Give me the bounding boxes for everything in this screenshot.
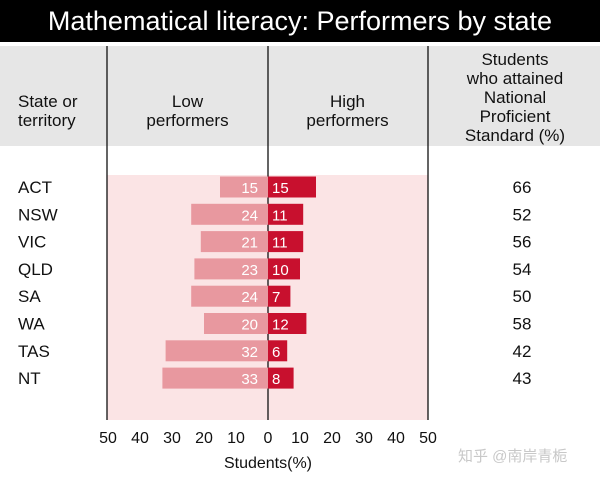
- state-label: TAS: [18, 342, 50, 361]
- header-low-performers: Low performers: [107, 92, 268, 130]
- header-standard-line: Proficient: [479, 107, 551, 126]
- high-performer-bar: [268, 367, 294, 389]
- state-label: ACT: [18, 178, 52, 197]
- high-value-label: 11: [272, 207, 288, 224]
- header-state-line: territory: [18, 111, 76, 130]
- high-value-label: 10: [272, 262, 289, 279]
- low-value-label: 33: [241, 371, 258, 388]
- x-tick-label: 0: [264, 430, 273, 447]
- header-state: State or territory: [18, 92, 78, 130]
- state-label: WA: [18, 315, 45, 334]
- state-label: QLD: [18, 260, 53, 279]
- header-standard-line: who attained: [466, 69, 564, 88]
- standard-value: 56: [513, 233, 532, 252]
- high-performer-bar: [268, 285, 291, 307]
- low-performer-bar: [162, 367, 268, 389]
- low-performer-bar: [191, 285, 268, 307]
- header-standard-line: National: [483, 88, 547, 107]
- standard-value: 58: [513, 315, 532, 334]
- header-high-performers: High performers: [268, 92, 427, 130]
- high-performer-bar: [268, 258, 300, 280]
- x-tick-label: 30: [355, 430, 373, 447]
- low-value-label: 32: [241, 344, 258, 361]
- state-label: NSW: [18, 205, 58, 224]
- state-label: NT: [18, 369, 41, 388]
- x-tick-label: 40: [131, 430, 149, 447]
- header-high-line: High: [330, 92, 365, 111]
- standard-value: 42: [513, 342, 532, 361]
- x-tick-label: 10: [291, 430, 309, 447]
- low-value-label: 15: [241, 180, 258, 197]
- x-axis-label: Students(%): [224, 455, 312, 472]
- low-performer-bar: [165, 340, 268, 362]
- high-value-label: 8: [272, 371, 280, 388]
- high-performer-bar: [268, 340, 288, 362]
- low-performer-bar: [220, 176, 268, 198]
- standard-value: 52: [513, 205, 532, 224]
- chart-title: Mathematical literacy: Performers by sta…: [0, 0, 600, 42]
- high-value-label: 7: [272, 289, 280, 306]
- header-low-line: Low: [171, 92, 204, 111]
- low-value-label: 21: [241, 235, 258, 252]
- state-label: SA: [18, 287, 41, 306]
- watermark: 知乎 @南岸青栀: [458, 448, 568, 465]
- high-value-label: 11: [272, 235, 288, 252]
- high-value-label: 12: [272, 317, 289, 334]
- x-tick-label: 40: [387, 430, 405, 447]
- state-label: VIC: [18, 233, 46, 252]
- low-performer-bar: [191, 203, 268, 225]
- x-tick-label: 20: [195, 430, 213, 447]
- standard-value: 66: [513, 178, 532, 197]
- header-standard-line: Standard (%): [464, 126, 566, 145]
- header-low-line: performers: [146, 111, 229, 130]
- high-performer-bar: [268, 231, 304, 253]
- x-tick-label: 30: [163, 430, 181, 447]
- high-performer-bar: [268, 313, 307, 334]
- low-value-label: 23: [241, 262, 258, 279]
- low-value-label: 24: [241, 207, 258, 224]
- low-performer-bar: [200, 231, 268, 253]
- standard-value: 43: [513, 369, 532, 388]
- high-value-label: 15: [272, 180, 289, 197]
- header-band: [0, 46, 600, 146]
- standard-value: 50: [513, 287, 532, 306]
- low-value-label: 20: [241, 317, 258, 334]
- x-tick-label: 10: [227, 430, 245, 447]
- header-state-line: State or: [18, 92, 78, 111]
- header-standard: Students who attained National Proficien…: [430, 50, 600, 145]
- high-value-label: 6: [272, 344, 280, 361]
- low-performer-bar: [204, 313, 268, 334]
- low-value-label: 24: [241, 289, 258, 306]
- low-performer-bar: [194, 258, 268, 280]
- x-tick-label: 20: [323, 430, 341, 447]
- high-performer-bar: [268, 176, 316, 198]
- header-standard-line: Students: [481, 50, 549, 69]
- high-performer-bar: [268, 203, 304, 225]
- x-tick-label: 50: [99, 430, 117, 447]
- header-high-line: performers: [306, 111, 389, 130]
- x-tick-label: 50: [419, 430, 437, 447]
- standard-value: 54: [513, 260, 532, 279]
